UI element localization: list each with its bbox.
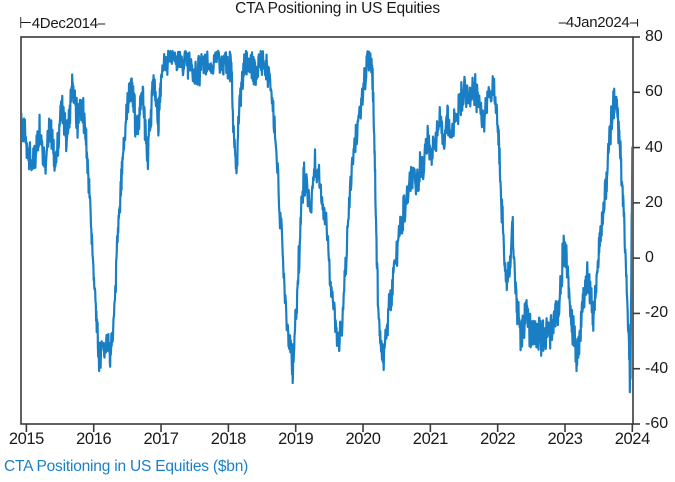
chart-title: CTA Positioning in US Equities xyxy=(235,0,440,17)
y-tick-label: 40 xyxy=(645,138,663,156)
y-tick-label: 60 xyxy=(645,83,663,101)
x-tick-label: 2021 xyxy=(412,430,449,448)
x-tick-label: 2022 xyxy=(480,430,516,448)
x-tick-label: 2017 xyxy=(143,430,179,448)
x-tick-label: 2019 xyxy=(278,430,314,448)
y-tick-label: 20 xyxy=(645,193,663,211)
x-tick-label: 2016 xyxy=(76,430,112,448)
y-tick-label: -40 xyxy=(645,359,669,377)
x-tick-label: 2023 xyxy=(547,430,583,448)
axis-ticks xyxy=(25,36,640,432)
range-end-label: ⎯4Jan2024⊣ xyxy=(558,14,640,31)
y-tick-label: 0 xyxy=(645,249,654,267)
data-series-line xyxy=(22,49,632,394)
x-tick-label: 2020 xyxy=(345,430,381,448)
x-tick-label: 2024 xyxy=(614,430,651,448)
x-tick-label: 2015 xyxy=(8,430,45,448)
plot-frame xyxy=(20,36,634,425)
legend-label: CTA Positioning in US Equities ($bn) xyxy=(4,458,249,475)
y-tick-label: -20 xyxy=(645,304,669,322)
y-tick-label: -60 xyxy=(645,415,669,432)
range-start-label: ⊢4Dec2014⎯ xyxy=(19,15,105,32)
x-tick-label: 2018 xyxy=(210,430,247,448)
y-tick-label: 80 xyxy=(645,28,663,45)
